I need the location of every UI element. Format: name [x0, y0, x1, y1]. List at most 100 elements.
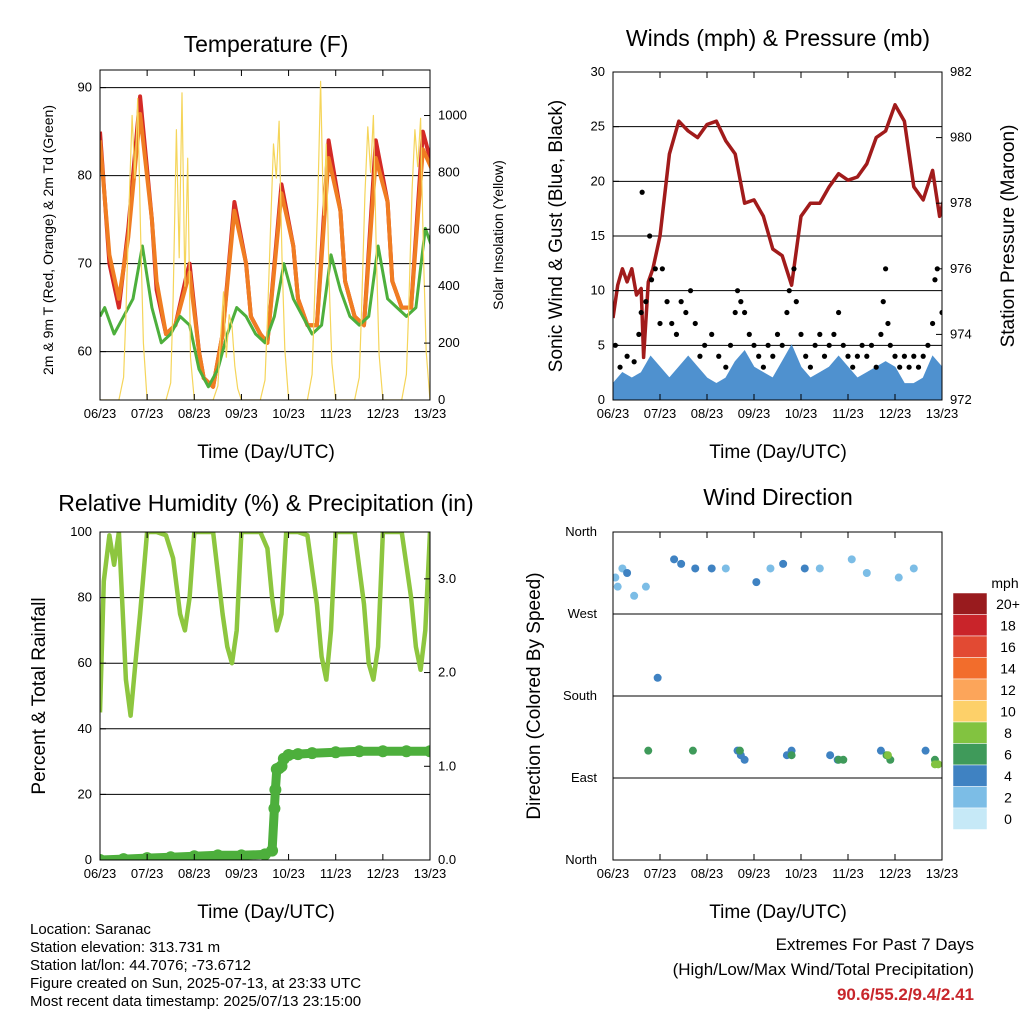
winds-gust-point — [669, 320, 675, 327]
winds-series-sonic-wind — [613, 344, 942, 400]
winds-ytick-right-label: 976 — [950, 261, 972, 276]
wind-direction-point — [677, 559, 686, 568]
wind-direction-points — [613, 555, 942, 769]
winds-gust-point — [683, 309, 689, 316]
winds-gust-point — [803, 353, 809, 359]
winds-gust-point — [732, 309, 738, 316]
humidity-xtick-label: 06/23 — [84, 866, 117, 881]
colorbar-label: 2 — [1004, 790, 1012, 806]
winds-gust-point — [878, 331, 884, 337]
wind-direction-ytick-label: North — [565, 524, 597, 539]
colorbar-label: 20+ — [996, 596, 1020, 612]
winds-gust-point — [850, 364, 856, 370]
wind-direction-point — [834, 755, 843, 764]
temperature-ylabel-right: Solar Insolation (Yellow) — [490, 160, 506, 310]
station-location: Location: Saranac — [30, 921, 151, 938]
winds-gust-point — [638, 309, 644, 316]
wind-direction-point — [613, 582, 622, 591]
wind-direction-point — [707, 564, 716, 573]
winds-gust-point — [868, 342, 875, 348]
humidity-ytick-label: 100 — [70, 524, 92, 539]
wind-direction-point — [670, 555, 679, 564]
humidity-rainfall-point — [292, 748, 304, 761]
temperature-ytick-label: 70 — [78, 256, 92, 271]
figure-created: Figure created on Sun, 2025-07-13, at 23… — [30, 975, 362, 992]
winds-gust-point — [760, 364, 767, 370]
wind-direction-ylabel: Direction (Colored By Speed) — [524, 572, 545, 819]
winds-gust-point — [880, 299, 886, 305]
temperature-ytick-label: 60 — [78, 344, 92, 359]
humidity-xtick-label: 11/23 — [320, 866, 352, 881]
colorbar-swatch — [952, 700, 988, 723]
temperature-series-2m-t — [100, 94, 430, 389]
winds-gust-point — [892, 353, 898, 359]
winds-gust-point — [697, 353, 703, 359]
winds-gust-point — [883, 266, 889, 272]
winds-ylabel: Sonic Wind & Gust (Blue, Black) — [546, 100, 567, 372]
wind-direction-point — [691, 564, 700, 573]
temperature-series-solar — [100, 80, 430, 400]
winds-ytick-label: 0 — [598, 392, 605, 407]
winds-gust-point — [756, 353, 762, 359]
wind_direction-xtick-label: 09/23 — [738, 866, 771, 881]
wind-direction-point — [653, 673, 662, 682]
wind-direction-point — [623, 569, 632, 577]
winds-gust-point — [972, 332, 977, 337]
wind-direction-ytick-label: South — [563, 688, 597, 703]
wind-direction-point — [779, 559, 788, 568]
winds-gust-point — [864, 353, 870, 359]
temperature-ytick-right-label: 800 — [438, 164, 460, 179]
winds-ytick-label: 15 — [591, 228, 605, 243]
winds-gust-point — [958, 365, 963, 370]
winds-xtick-label: 09/23 — [738, 406, 771, 421]
winds-gust-point — [897, 364, 903, 370]
humidity-rainfall-point — [164, 851, 177, 860]
humidity-ytick-label: 20 — [78, 786, 92, 801]
humidity-rainfall-point — [268, 802, 281, 815]
winds-gust-point — [885, 320, 891, 327]
wind-direction-title: Wind Direction — [703, 484, 853, 510]
extremes-title: Extremes For Past 7 Days — [775, 935, 974, 954]
winds-gust-point — [702, 342, 708, 348]
winds-gust-point — [984, 91, 989, 96]
winds-gust-point — [812, 342, 818, 348]
wind-direction-point — [941, 567, 942, 570]
winds-gust-point — [791, 266, 797, 272]
colorbar-label: 14 — [1000, 661, 1016, 677]
winds-ytick-right-label: 972 — [950, 392, 972, 407]
winds-ytick-right-label: 978 — [950, 195, 972, 210]
winds-xtick-label: 11/23 — [832, 406, 864, 421]
winds-ytick-label: 25 — [591, 119, 605, 134]
humidity-rainfall-point — [470, 638, 482, 650]
humidity-ytick-label: 80 — [78, 590, 92, 605]
humidity-rainfall-point — [466, 745, 478, 757]
wind-direction-point — [721, 564, 730, 573]
humidity-ytick-label: 40 — [78, 721, 92, 736]
humidity-rainfall-point — [353, 745, 366, 758]
wind-direction-point — [862, 569, 871, 577]
wind-direction-point — [800, 564, 809, 573]
wind_direction-xtick-label: 06/23 — [597, 866, 630, 881]
winds-gust-point — [636, 331, 642, 337]
wind-direction-point — [909, 564, 918, 573]
winds-gust-point — [643, 299, 649, 305]
humidity-rainfall-point — [117, 853, 130, 860]
winds-gust-point — [723, 364, 729, 370]
temperature-xtick-label: 11/23 — [320, 406, 352, 421]
colorbar-label: 10 — [1000, 704, 1016, 720]
wind-direction-point — [752, 578, 761, 587]
colorbar-swatch — [952, 721, 988, 744]
humidity-series-rh — [100, 532, 430, 718]
winds-gust-point — [742, 309, 748, 316]
colorbar-title: mph — [991, 575, 1018, 591]
wind-direction-point — [735, 746, 744, 755]
winds-gust-point — [930, 320, 936, 327]
wind_direction-xtick-label: 10/23 — [785, 866, 818, 881]
winds-gust-point — [647, 233, 653, 239]
winds-gust-point — [639, 189, 645, 195]
wind-direction-point — [921, 746, 930, 755]
humidity-xtick-label: 09/23 — [225, 866, 258, 881]
humidity-rainfall-point — [100, 854, 106, 860]
winds-gust-point — [798, 331, 804, 337]
winds-gust-point — [954, 376, 959, 381]
